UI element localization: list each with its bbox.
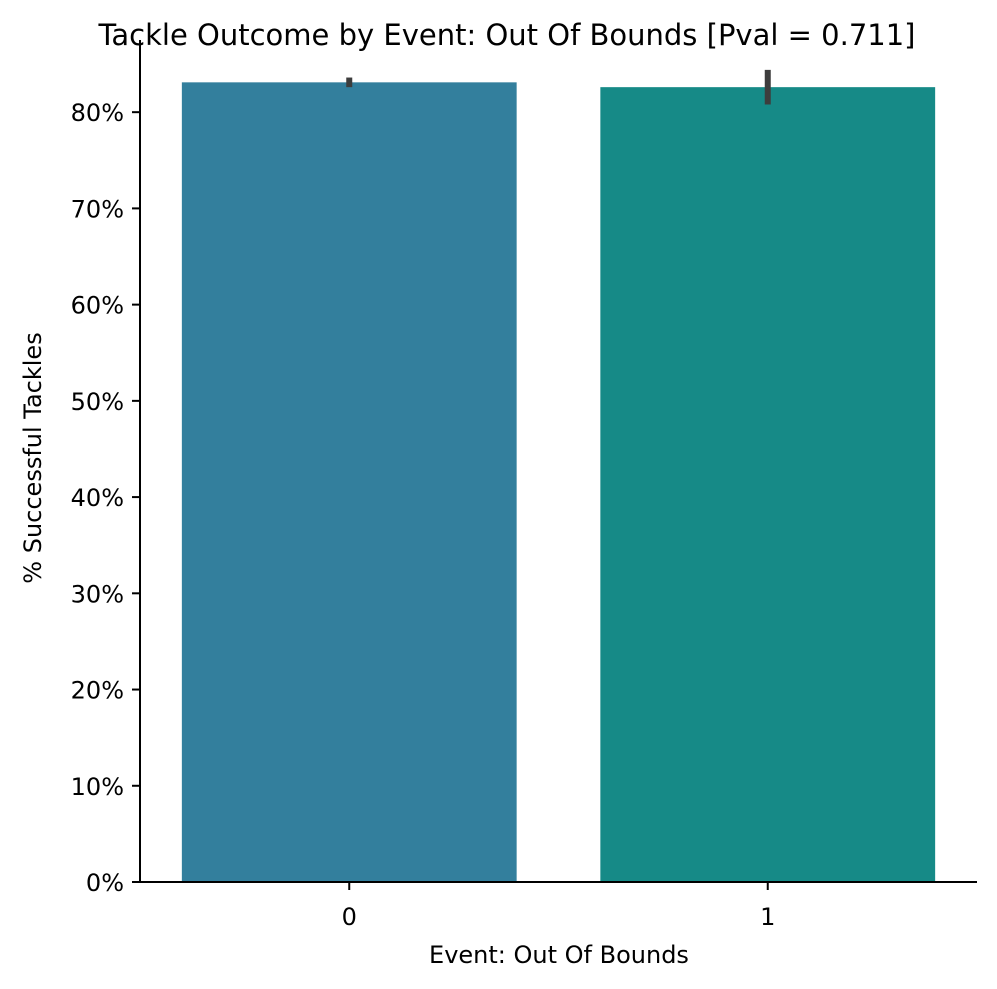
y-axis-label: % Successful Tackles: [19, 332, 47, 583]
y-tick-label-70: 70%: [71, 195, 124, 223]
y-tick-label-30: 30%: [71, 580, 124, 608]
y-tick-label-10: 10%: [71, 773, 124, 801]
y-tick-label-80: 80%: [71, 99, 124, 127]
y-tick-label-20: 20%: [71, 677, 124, 705]
bar-0: [181, 82, 517, 882]
x-tick-label-1: 1: [760, 903, 775, 931]
y-tick-label-40: 40%: [71, 484, 124, 512]
y-tick-label-60: 60%: [71, 292, 124, 320]
bar-1: [600, 87, 936, 883]
bars-group: [181, 82, 936, 883]
chart-title: Tackle Outcome by Event: Out Of Bounds […: [97, 18, 915, 52]
y-tick-label-0: 0%: [86, 869, 124, 897]
x-tick-label-0: 0: [342, 903, 357, 931]
y-tick-label-50: 50%: [71, 388, 124, 416]
error-bars-group: [346, 69, 771, 105]
y-ticks-group: 0% 10% 20% 30% 40% 50% 60% 70% 80%: [71, 99, 140, 897]
x-axis-label: Event: Out Of Bounds: [429, 941, 689, 969]
